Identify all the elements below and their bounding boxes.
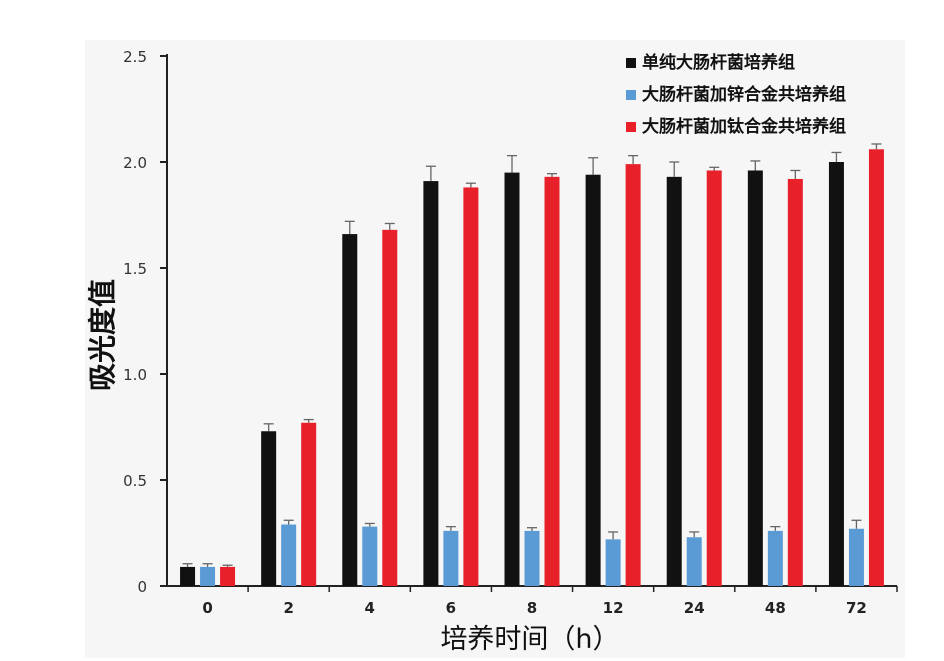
bar	[605, 539, 621, 586]
x-axis-label: 培养时间（h）	[440, 624, 619, 655]
x-tick-label: 48	[765, 599, 786, 617]
bar	[463, 187, 479, 586]
y-tick-label: 0.5	[123, 472, 147, 490]
bar	[767, 530, 783, 586]
x-tick-label: 6	[446, 599, 456, 617]
bars-group	[180, 143, 884, 587]
legend-swatch	[626, 58, 636, 68]
bar	[342, 234, 358, 586]
bar	[261, 431, 277, 586]
y-tick-label: 1.5	[123, 260, 147, 278]
bar	[828, 162, 844, 586]
bar	[544, 176, 560, 586]
x-tick-label: 24	[684, 599, 705, 617]
y-axis-label: 吸光度值	[86, 279, 119, 391]
bar	[787, 178, 803, 586]
bar	[504, 172, 520, 586]
bar	[220, 566, 236, 586]
tick-labels: 00.51.01.52.02.50 2 4 6 8 12 24 48 72	[123, 48, 867, 617]
bar	[868, 149, 884, 586]
bar	[706, 170, 722, 587]
legend-swatch	[626, 90, 636, 100]
legend-label: 大肠杆菌加钛合金共培养组	[642, 116, 846, 137]
y-tick-label: 1.0	[123, 366, 147, 384]
bar	[423, 181, 439, 586]
bar	[848, 528, 864, 586]
x-tick-label: 4	[365, 599, 375, 617]
bar	[382, 229, 398, 586]
legend-label: 单纯大肠杆菌培养组	[642, 52, 795, 73]
y-tick-label: 2.0	[123, 154, 147, 172]
bar	[443, 530, 459, 586]
y-tick-label: 0	[137, 578, 147, 596]
bar	[362, 526, 378, 586]
legend-label: 大肠杆菌加锌合金共培养组	[642, 84, 846, 105]
bar	[301, 422, 317, 586]
x-tick-label: 2	[283, 599, 293, 617]
bar	[180, 566, 196, 586]
x-tick-label: 8	[527, 599, 537, 617]
x-tick-label: 0	[202, 599, 212, 617]
x-tick-label: 72	[846, 599, 867, 617]
bar	[747, 170, 763, 587]
bar	[524, 530, 540, 586]
legend-swatch	[626, 122, 636, 132]
bar	[666, 176, 682, 586]
bar	[585, 174, 601, 586]
y-tick-label: 2.5	[123, 48, 147, 66]
x-tick-label: 12	[603, 599, 624, 617]
bar	[686, 537, 702, 586]
bar	[281, 524, 297, 586]
bar	[625, 164, 641, 586]
bar	[200, 566, 216, 586]
